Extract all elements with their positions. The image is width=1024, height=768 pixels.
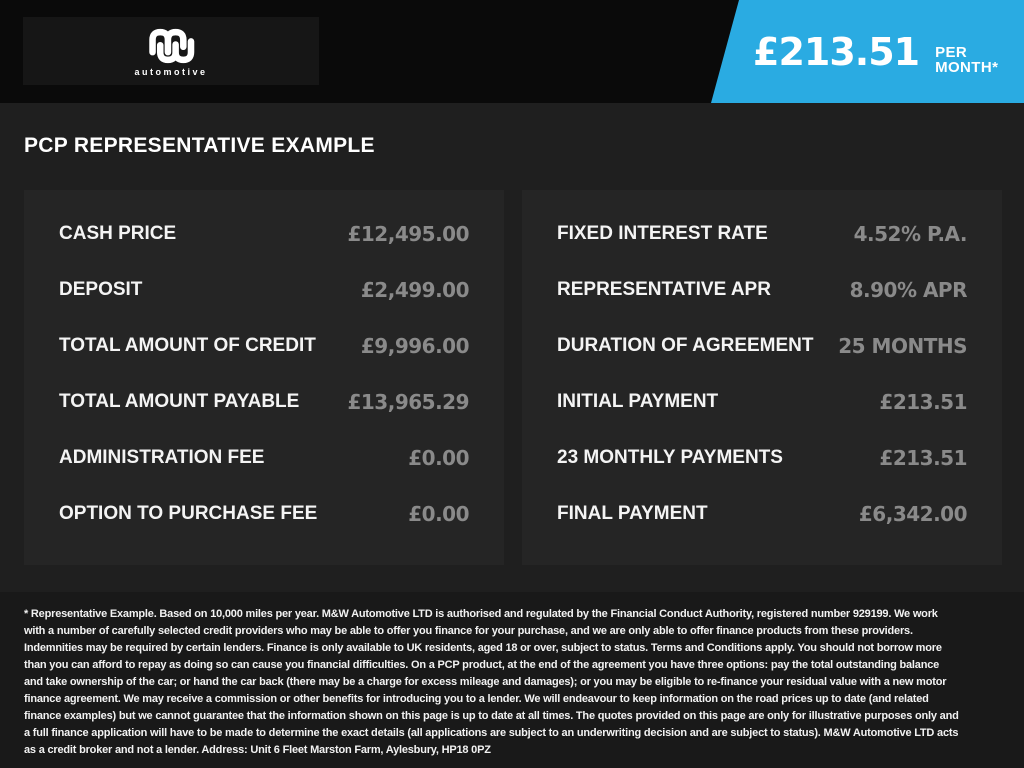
table-row: 23 MONTHLY PAYMENTS £213.51 xyxy=(522,430,1002,486)
finance-panel-right: FIXED INTEREST RATE 4.52% P.A. REPRESENT… xyxy=(522,190,1002,565)
finance-row-value: £9,996.00 xyxy=(360,334,470,358)
finance-row-value: £0.00 xyxy=(408,502,469,526)
finance-row-label: DEPOSIT xyxy=(59,279,143,300)
page-title: PCP REPRESENTATIVE EXAMPLE xyxy=(24,134,375,157)
finance-row-value: £213.51 xyxy=(879,390,967,414)
finance-row-value: 8.90% APR xyxy=(849,278,968,302)
table-row: DEPOSIT £2,499.00 xyxy=(24,262,504,318)
finance-row-label: FIXED INTEREST RATE xyxy=(557,223,768,244)
table-row: CASH PRICE £12,495.00 xyxy=(24,206,504,262)
monthly-price-amount: £213.51 xyxy=(753,29,920,74)
finance-row-label: CASH PRICE xyxy=(59,223,177,244)
logo-subtext: automotive xyxy=(134,66,208,77)
table-row: TOTAL AMOUNT OF CREDIT £9,996.00 xyxy=(24,318,504,374)
finance-row-value: £6,342.00 xyxy=(858,502,968,526)
finance-row-value: £2,499.00 xyxy=(360,278,470,302)
representative-example-disclaimer: * Representative Example. Based on 10,00… xyxy=(24,608,959,756)
table-row: REPRESENTATIVE APR 8.90% APR xyxy=(522,262,1002,318)
dealer-logo[interactable]: automotive xyxy=(23,17,319,85)
finance-row-label: INITIAL PAYMENT xyxy=(557,391,719,412)
table-row: ADMINISTRATION FEE £0.00 xyxy=(24,430,504,486)
mw-monogram-icon xyxy=(149,28,195,63)
header-bar: automotive £213.51 PER MONTH* xyxy=(0,0,1024,103)
table-row: OPTION TO PURCHASE FEE £0.00 xyxy=(24,486,504,542)
footer-section: * Representative Example. Based on 10,00… xyxy=(0,592,1024,768)
finance-panel-left: CASH PRICE £12,495.00 DEPOSIT £2,499.00 … xyxy=(24,190,504,565)
finance-row-label: 23 MONTHLY PAYMENTS xyxy=(557,447,783,468)
table-row: DURATION OF AGREEMENT 25 MONTHS xyxy=(522,318,1002,374)
finance-row-value: £213.51 xyxy=(879,446,967,470)
finance-row-label: ADMINISTRATION FEE xyxy=(59,447,265,468)
finance-row-label: FINAL PAYMENT xyxy=(557,503,708,524)
monthly-price-badge: £213.51 PER MONTH* xyxy=(711,0,1024,103)
finance-row-label: DURATION OF AGREEMENT xyxy=(557,335,814,356)
table-row: FINAL PAYMENT £6,342.00 xyxy=(522,486,1002,542)
finance-row-label: TOTAL AMOUNT OF CREDIT xyxy=(59,335,316,356)
table-row: INITIAL PAYMENT £213.51 xyxy=(522,374,1002,430)
finance-row-label: REPRESENTATIVE APR xyxy=(557,279,771,300)
table-row: TOTAL AMOUNT PAYABLE £13,965.29 xyxy=(24,374,504,430)
finance-row-value: £0.00 xyxy=(408,446,469,470)
finance-row-value: £13,965.29 xyxy=(347,390,469,414)
monthly-price-period: PER MONTH* xyxy=(935,43,999,76)
finance-row-value: 4.52% P.A. xyxy=(853,222,968,246)
finance-row-value: £12,495.00 xyxy=(347,222,469,246)
finance-row-label: OPTION TO PURCHASE FEE xyxy=(59,503,318,524)
table-row: FIXED INTEREST RATE 4.52% P.A. xyxy=(522,206,1002,262)
finance-row-value: 25 MONTHS xyxy=(838,334,967,358)
finance-row-label: TOTAL AMOUNT PAYABLE xyxy=(59,391,300,412)
